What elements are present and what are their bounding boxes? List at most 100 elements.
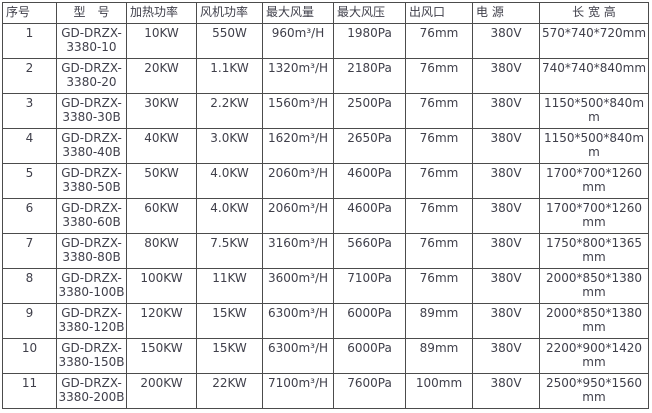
table-cell: 3600m³/H [262,268,334,304]
table-cell: 89mm [405,303,473,339]
table-cell: 7 [2,233,57,269]
table-cell: 2 [2,58,57,94]
table-row: 11 GD-DRZX-3380-200B 200KW 22KW 7100m³/H 7600… [2,373,649,409]
table-cell: 960m³/H [262,23,334,59]
table-cell: 2180Pa [333,58,406,94]
table-cell: 1700*700*1260mm [539,163,649,199]
table-cell: 740*740*840mm [539,58,649,94]
table-cell: 380V [472,128,540,164]
table-row: 8 GD-DRZX-3380-100B 100KW 11KW 3600m³/H 7100P… [2,268,649,304]
header-row: 序号型 号加热功率 风机功率 最大风量 最大风压 出风口电 源长 宽 高 [2,2,649,24]
table-cell: 80KW [126,233,197,269]
table-cell: 50KW [126,163,197,199]
table-cell: 550W [196,23,263,59]
table-row: 7 GD-DRZX-3380-80B 80KW 7.5KW 3160m³/H 5660Pa… [2,233,649,269]
table-cell: 380V [472,163,540,199]
table-cell: 10 [2,338,57,374]
table-cell: 1150*500*840mm [539,93,649,129]
table-cell: 6 [2,198,57,234]
table-cell: 20KW [126,58,197,94]
table-cell: 7100Pa [333,268,406,304]
table-cell: 1750*800*1365mm [539,233,649,269]
table-cell: 120KW [126,303,197,339]
table-cell: 2500*950*1560mm [539,373,649,409]
table-cell: 1620m³/H [262,128,334,164]
table-cell: 1980Pa [333,23,406,59]
column-header: 序号 [2,2,57,24]
table-cell: 380V [472,93,540,129]
table-cell: 60KW [126,198,197,234]
table-cell: 76mm [405,93,473,129]
table-cell: 2060m³/H [262,198,334,234]
table-cell: 1700*700*1260mm [539,198,649,234]
table-header-row: 序号型 号加热功率 风机功率 最大风量 最大风压 出风口电 源长 宽 高 [2,2,649,24]
table-cell: 4.0KW [196,163,263,199]
table-cell: 22KW [196,373,263,409]
column-header: 风机功率 [196,2,263,24]
table-cell: GD-DRZX-3380-120B [56,303,127,339]
table-cell: 7.5KW [196,233,263,269]
table-cell: 200KW [126,373,197,409]
table-cell: 1320m³/H [262,58,334,94]
spec-table: 序号型 号加热功率 风机功率 最大风量 最大风压 出风口电 源长 宽 高 1 GD-DRZ… [2,2,649,409]
table-cell: GD-DRZX-3380-40B [56,128,127,164]
table-cell: 3 [2,93,57,129]
table-cell: 4 [2,128,57,164]
table-cell: 1 [2,23,57,59]
table-cell: 76mm [405,23,473,59]
table-body: 1 GD-DRZX-3380-10 10KW 550W 960m³/H 1980Pa 76m… [2,23,649,409]
table-cell: 76mm [405,198,473,234]
table-cell: 30KW [126,93,197,129]
table-cell: GD-DRZX-3380-200B [56,373,127,409]
column-header: 出风口 [405,2,473,24]
table-cell: 3.0KW [196,128,263,164]
table-cell: 380V [472,233,540,269]
table-cell: 6300m³/H [262,303,334,339]
table-cell: 3160m³/H [262,233,334,269]
table-cell: 380V [472,303,540,339]
column-header: 型 号 [56,2,127,24]
table-cell: 380V [472,373,540,409]
table-cell: 2.2KW [196,93,263,129]
table-cell: 76mm [405,163,473,199]
table-cell: 100KW [126,268,197,304]
table-cell: 9 [2,303,57,339]
table-cell: 570*740*720mm [539,23,649,59]
table-cell: GD-DRZX-3380-30B [56,93,127,129]
table-cell: 2650Pa [333,128,406,164]
table-cell: GD-DRZX-3380-150B [56,338,127,374]
column-header: 长 宽 高 [539,2,649,24]
table-cell: 76mm [405,233,473,269]
table-cell: 6000Pa [333,338,406,374]
column-header: 最大风压 [333,2,406,24]
table-cell: 15KW [196,338,263,374]
table-cell: 4.0KW [196,198,263,234]
table-row: 5 GD-DRZX-3380-50B 50KW 4.0KW 2060m³/H 4600Pa… [2,163,649,199]
table-cell: 380V [472,268,540,304]
table-cell: 4600Pa [333,163,406,199]
table-cell: GD-DRZX-3380-20 [56,58,127,94]
table-cell: 11 [2,373,57,409]
table-cell: 7100m³/H [262,373,334,409]
table-cell: 6000Pa [333,303,406,339]
table-cell: 380V [472,338,540,374]
table-row: 1 GD-DRZX-3380-10 10KW 550W 960m³/H 1980Pa 76m… [2,23,649,59]
table-row: 2 GD-DRZX-3380-20 20KW 1.1KW 1320m³/H 2180Pa 7… [2,58,649,94]
table-cell: 380V [472,198,540,234]
table-cell: 6300m³/H [262,338,334,374]
table-cell: 150KW [126,338,197,374]
table-cell: 76mm [405,128,473,164]
table-row: 10 GD-DRZX-3380-150B 150KW 15KW 6300m³/H 6000… [2,338,649,374]
table-row: 3 GD-DRZX-3380-30B 30KW 2.2KW 1560m³/H 2500Pa… [2,93,649,129]
table-cell: 15KW [196,303,263,339]
table-row: 9 GD-DRZX-3380-120B 120KW 15KW 6300m³/H 6000P… [2,303,649,339]
table-cell: 89mm [405,338,473,374]
table-cell: 76mm [405,58,473,94]
table-cell: 2000*850*1380mm [539,303,649,339]
table-cell: 100mm [405,373,473,409]
table-cell: 7600Pa [333,373,406,409]
table-cell: 10KW [126,23,197,59]
table-cell: GD-DRZX-3380-10 [56,23,127,59]
table-cell: GD-DRZX-3380-60B [56,198,127,234]
